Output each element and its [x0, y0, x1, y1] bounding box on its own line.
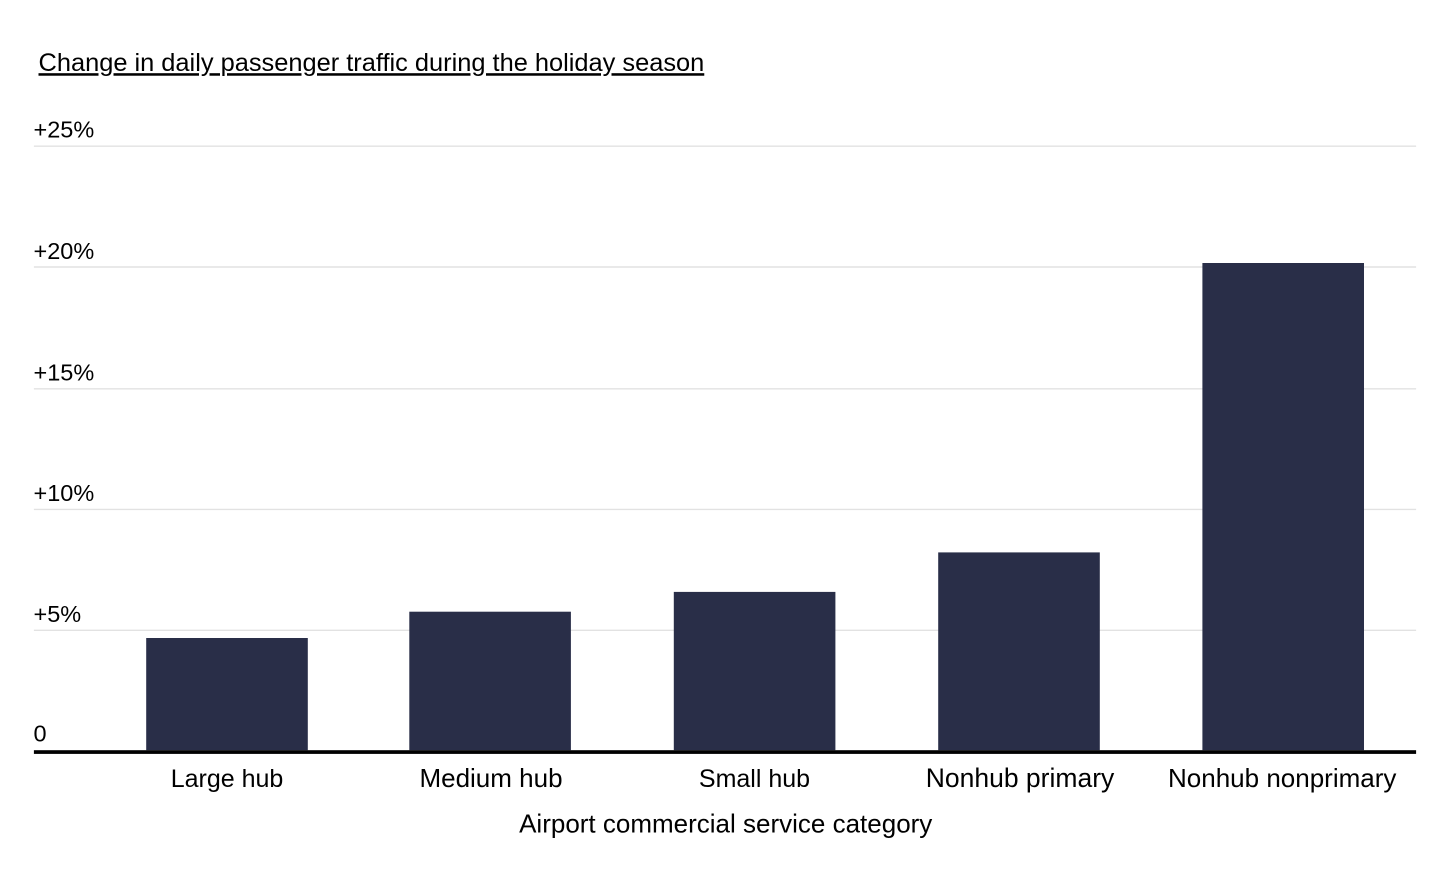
svg-text:+5%: +5%	[34, 601, 82, 627]
svg-text:Medium hub: Medium hub	[419, 763, 562, 793]
svg-text:Small hub: Small hub	[699, 765, 810, 793]
svg-text:Airport commercial service cat: Airport commercial service category	[519, 808, 932, 838]
svg-text:Large hub: Large hub	[171, 765, 284, 793]
svg-text:Change in daily passenger traf: Change in daily passenger traffic during…	[39, 49, 705, 77]
svg-text:Nonhub primary: Nonhub primary	[926, 763, 1115, 793]
svg-text:+15%: +15%	[34, 359, 95, 385]
svg-text:0: 0	[34, 721, 47, 747]
svg-text:Nonhub nonprimary: Nonhub nonprimary	[1168, 763, 1396, 793]
svg-text:+10%: +10%	[34, 480, 95, 506]
svg-text:+25%: +25%	[34, 117, 95, 143]
svg-text:+20%: +20%	[34, 238, 95, 264]
